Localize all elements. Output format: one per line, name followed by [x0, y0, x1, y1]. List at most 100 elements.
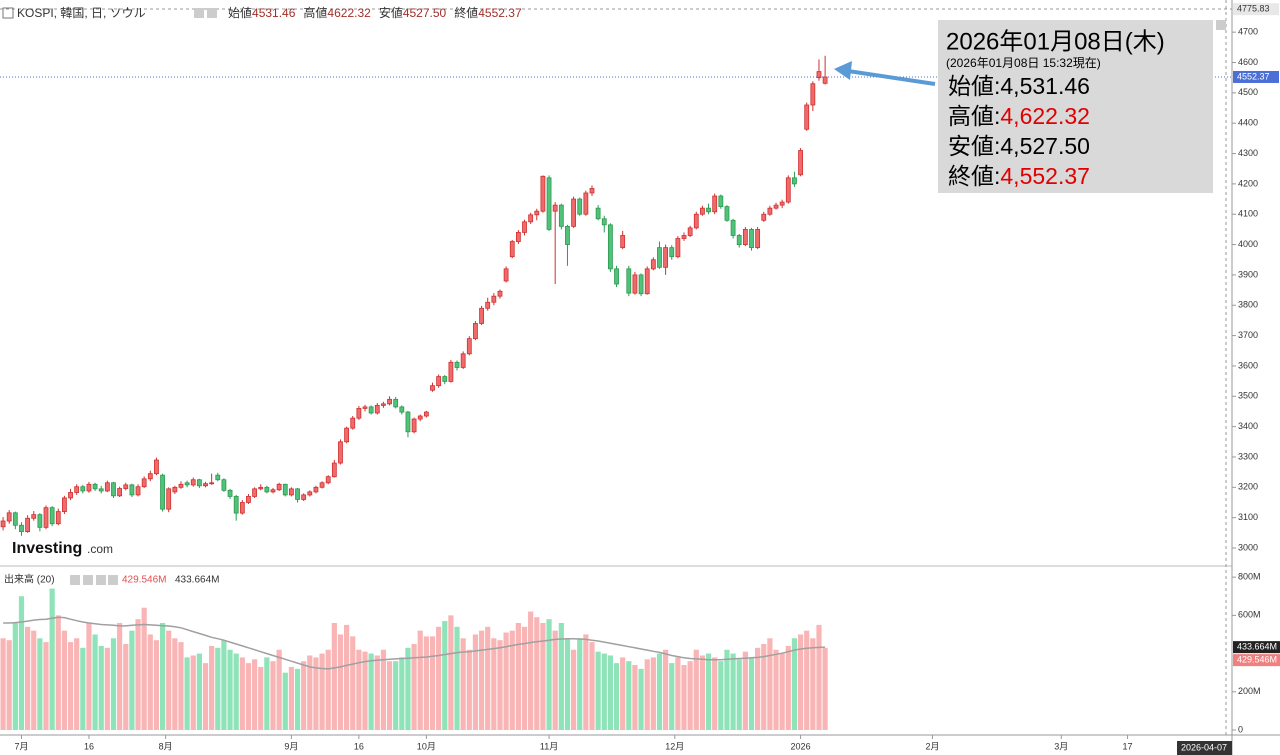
candle-body — [374, 404, 380, 414]
x-tick-label: 9月 — [284, 741, 298, 751]
volume-bar — [92, 634, 98, 730]
volume-bar — [681, 665, 687, 730]
volume-bar — [705, 653, 712, 730]
volume-bar — [411, 644, 417, 730]
last-price-box — [1233, 70, 1279, 83]
candle-body — [31, 514, 37, 519]
volume-bar — [736, 659, 742, 730]
volume-bar — [797, 634, 804, 730]
close-icon[interactable] — [1216, 20, 1226, 30]
candle-body — [270, 489, 276, 493]
candle-body — [620, 235, 626, 249]
candle-body — [767, 207, 773, 215]
watermark-suffix: .com — [87, 542, 113, 556]
chart-title: KOSPI, 韓国, 日, ソウル — [17, 6, 146, 20]
candle-body — [663, 247, 669, 268]
volume-bar — [436, 626, 442, 730]
tooltip-note: (2026年01月08日 15:32現在) — [946, 56, 1101, 70]
volume-bar — [613, 663, 620, 730]
candle-body — [166, 488, 172, 510]
candle-body — [509, 241, 515, 258]
volume-bar — [693, 649, 699, 730]
candle-body — [295, 488, 300, 500]
candle-body — [25, 517, 31, 533]
candle-body — [62, 497, 67, 512]
volume-bar — [417, 630, 423, 730]
ma-axis-label: 433.664M — [1237, 642, 1277, 652]
volume-bar — [245, 663, 252, 730]
candle-body — [196, 479, 202, 487]
volume-bar — [282, 672, 288, 730]
y-tick-label: 3300 — [1238, 451, 1258, 461]
y-tick-label: 3000 — [1238, 542, 1258, 552]
volume-bar — [74, 638, 80, 730]
candle-body — [184, 482, 190, 486]
candle-body — [160, 474, 165, 510]
candle-body — [773, 204, 779, 209]
volume-bar — [380, 649, 387, 730]
candle-body — [792, 177, 797, 185]
volume-bar — [356, 649, 362, 730]
volume-bar — [669, 663, 675, 730]
volume-bar — [663, 649, 669, 730]
candle-body — [111, 482, 116, 497]
candle-body — [436, 376, 442, 387]
volume-bar — [49, 588, 55, 730]
candle-body — [515, 232, 521, 242]
volume-bar — [552, 630, 558, 730]
candle-body — [123, 484, 129, 489]
icon[interactable] — [96, 575, 106, 585]
candle-body — [203, 483, 208, 487]
candle-body — [325, 476, 331, 484]
candle-body — [589, 188, 595, 194]
volume-bar — [822, 647, 828, 730]
volume-bar — [239, 657, 245, 730]
y-tick-label: 3600 — [1238, 360, 1258, 370]
candle-body — [454, 361, 460, 368]
tooltip-label: 終値: — [948, 163, 1000, 189]
candle-body — [135, 486, 141, 496]
volume-bar — [442, 621, 448, 730]
volume-bar — [98, 645, 104, 730]
volume-bar — [791, 638, 798, 730]
volume-bar — [699, 655, 706, 730]
candle-body — [650, 259, 656, 270]
y2-tick-label: 800M — [1238, 572, 1261, 582]
x-tick-label: 16 — [354, 741, 364, 751]
candle-body — [785, 177, 791, 203]
arrow — [847, 69, 936, 86]
volume-bar — [399, 657, 405, 730]
candle-body — [147, 473, 153, 480]
candle-body — [74, 486, 80, 493]
candle-body — [485, 301, 491, 309]
candle-body — [190, 479, 196, 486]
candle-body — [129, 484, 135, 496]
candle-body — [252, 488, 257, 497]
y-tick-label: 4200 — [1238, 178, 1258, 188]
volume-bar — [135, 619, 141, 730]
icon[interactable] — [108, 575, 118, 585]
candle-body — [614, 268, 619, 285]
legend-value: 4527.50 — [403, 6, 447, 20]
icon[interactable] — [83, 575, 93, 585]
icon[interactable] — [207, 8, 217, 18]
volume-bar — [632, 665, 638, 730]
x-tick-label: 10月 — [417, 741, 436, 751]
icon[interactable] — [70, 575, 80, 585]
volume-bar — [405, 647, 411, 730]
candle-body — [681, 235, 687, 239]
volume-bar — [386, 661, 393, 730]
volume-bar — [141, 607, 147, 730]
y2-tick-label: 200M — [1238, 686, 1261, 696]
volume-bar — [558, 622, 564, 730]
x-tick-label: 11月 — [540, 741, 558, 751]
y-tick-label: 4100 — [1238, 209, 1258, 219]
collapse-icon[interactable] — [2, 7, 14, 19]
tooltip-label: 高値: — [948, 103, 1000, 129]
volume-bar — [577, 638, 583, 730]
tooltip-box — [938, 20, 1213, 193]
icon[interactable] — [194, 8, 204, 18]
volume-bar — [18, 596, 25, 730]
volume-bar — [233, 653, 239, 730]
candle-body — [264, 486, 270, 493]
